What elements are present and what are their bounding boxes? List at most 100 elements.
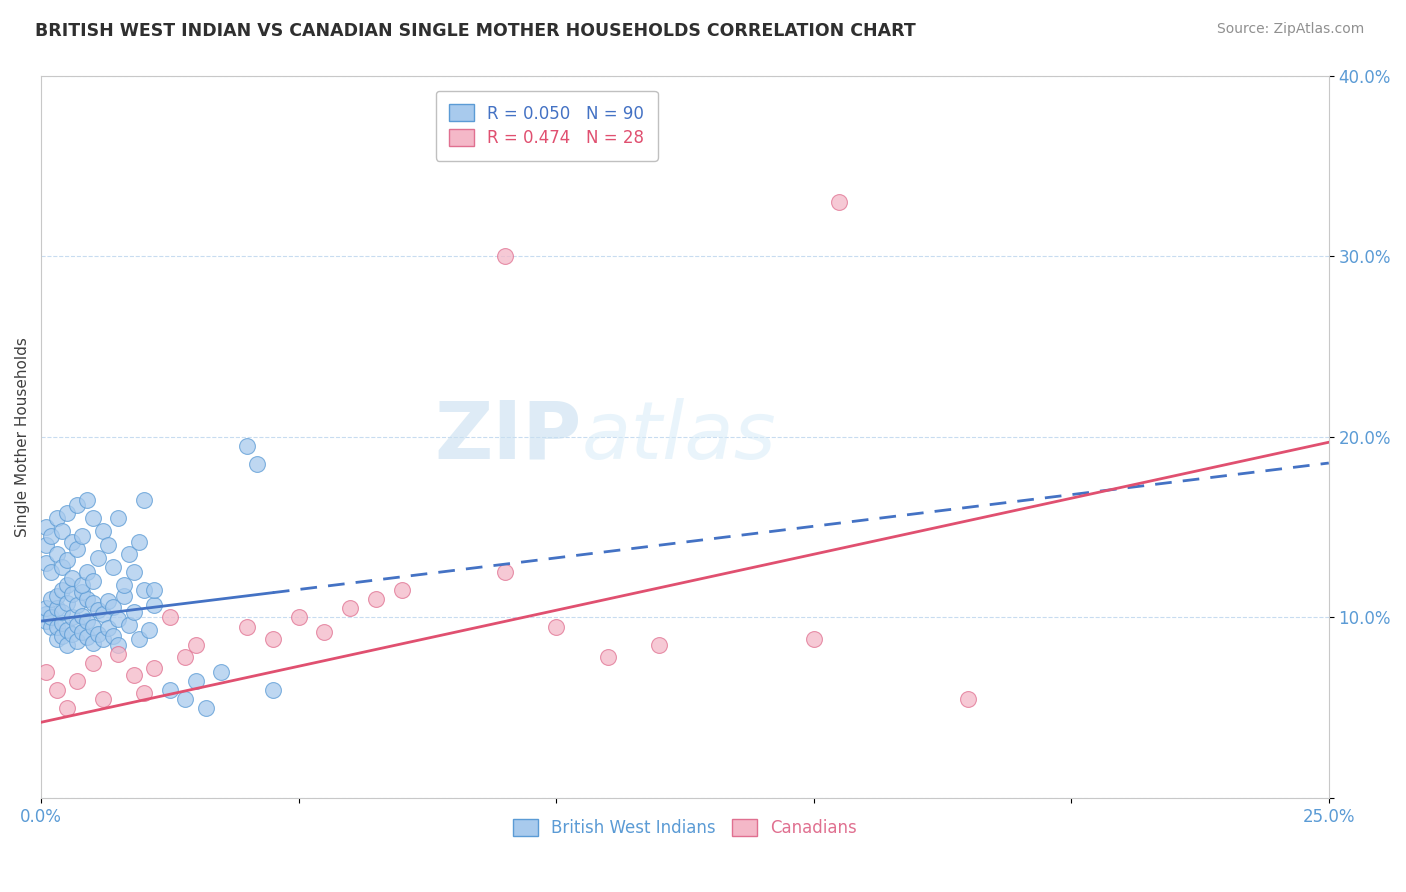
Point xyxy=(51,583,73,598)
Point xyxy=(66,541,89,556)
Point xyxy=(45,511,67,525)
Point xyxy=(72,608,94,623)
Point xyxy=(118,547,141,561)
Point xyxy=(97,594,120,608)
Point xyxy=(66,499,89,513)
Point xyxy=(143,583,166,598)
Point xyxy=(107,647,129,661)
Point xyxy=(262,682,284,697)
Point xyxy=(91,632,114,647)
Point xyxy=(60,626,83,640)
Point xyxy=(159,682,181,697)
Point xyxy=(82,511,104,525)
Point xyxy=(35,538,58,552)
Point xyxy=(51,615,73,630)
Point xyxy=(91,691,114,706)
Point xyxy=(128,632,150,647)
Text: Source: ZipAtlas.com: Source: ZipAtlas.com xyxy=(1216,22,1364,37)
Point xyxy=(72,529,94,543)
Point xyxy=(391,583,413,598)
Point xyxy=(60,610,83,624)
Text: atlas: atlas xyxy=(582,398,776,475)
Point xyxy=(35,601,58,615)
Point xyxy=(828,194,851,209)
Point xyxy=(45,589,67,603)
Text: BRITISH WEST INDIAN VS CANADIAN SINGLE MOTHER HOUSEHOLDS CORRELATION CHART: BRITISH WEST INDIAN VS CANADIAN SINGLE M… xyxy=(35,22,915,40)
Point xyxy=(76,566,98,580)
Point xyxy=(494,249,516,263)
Point xyxy=(56,623,79,637)
Point xyxy=(97,621,120,635)
Point xyxy=(122,605,145,619)
Point xyxy=(122,566,145,580)
Point xyxy=(236,619,259,633)
Point xyxy=(134,583,156,598)
Point xyxy=(35,556,58,570)
Point xyxy=(236,439,259,453)
Point xyxy=(957,691,980,706)
Point xyxy=(66,634,89,648)
Point xyxy=(122,668,145,682)
Point xyxy=(246,457,269,471)
Point xyxy=(66,673,89,688)
Point xyxy=(60,534,83,549)
Point xyxy=(76,592,98,607)
Point xyxy=(494,566,516,580)
Point xyxy=(159,610,181,624)
Point xyxy=(56,552,79,566)
Point xyxy=(35,520,58,534)
Point xyxy=(803,632,825,647)
Point xyxy=(287,610,309,624)
Point xyxy=(60,587,83,601)
Point xyxy=(103,599,125,614)
Point xyxy=(339,601,361,615)
Point xyxy=(76,614,98,628)
Point xyxy=(184,638,207,652)
Point xyxy=(56,578,79,592)
Point xyxy=(194,701,217,715)
Point xyxy=(41,592,63,607)
Point xyxy=(87,603,110,617)
Point xyxy=(97,538,120,552)
Point xyxy=(314,624,336,639)
Point xyxy=(72,578,94,592)
Point xyxy=(91,607,114,621)
Point xyxy=(184,673,207,688)
Point xyxy=(66,598,89,612)
Point xyxy=(45,547,67,561)
Point xyxy=(262,632,284,647)
Point xyxy=(82,636,104,650)
Point xyxy=(546,619,568,633)
Y-axis label: Single Mother Households: Single Mother Households xyxy=(15,337,30,537)
Point xyxy=(41,566,63,580)
Point xyxy=(134,493,156,508)
Point xyxy=(56,596,79,610)
Point xyxy=(45,632,67,647)
Point xyxy=(45,682,67,697)
Point xyxy=(51,629,73,643)
Point xyxy=(112,589,135,603)
Point xyxy=(35,614,58,628)
Point xyxy=(107,638,129,652)
Point xyxy=(103,560,125,574)
Point xyxy=(143,598,166,612)
Point xyxy=(56,638,79,652)
Point xyxy=(82,619,104,633)
Point xyxy=(51,605,73,619)
Point xyxy=(72,585,94,599)
Point xyxy=(35,607,58,621)
Point xyxy=(364,592,387,607)
Point xyxy=(35,665,58,679)
Point xyxy=(118,617,141,632)
Point xyxy=(91,524,114,538)
Point xyxy=(648,638,671,652)
Point xyxy=(66,617,89,632)
Point xyxy=(72,624,94,639)
Point xyxy=(51,560,73,574)
Point xyxy=(107,612,129,626)
Point xyxy=(41,610,63,624)
Point xyxy=(41,529,63,543)
Point xyxy=(209,665,232,679)
Point xyxy=(45,601,67,615)
Point xyxy=(56,506,79,520)
